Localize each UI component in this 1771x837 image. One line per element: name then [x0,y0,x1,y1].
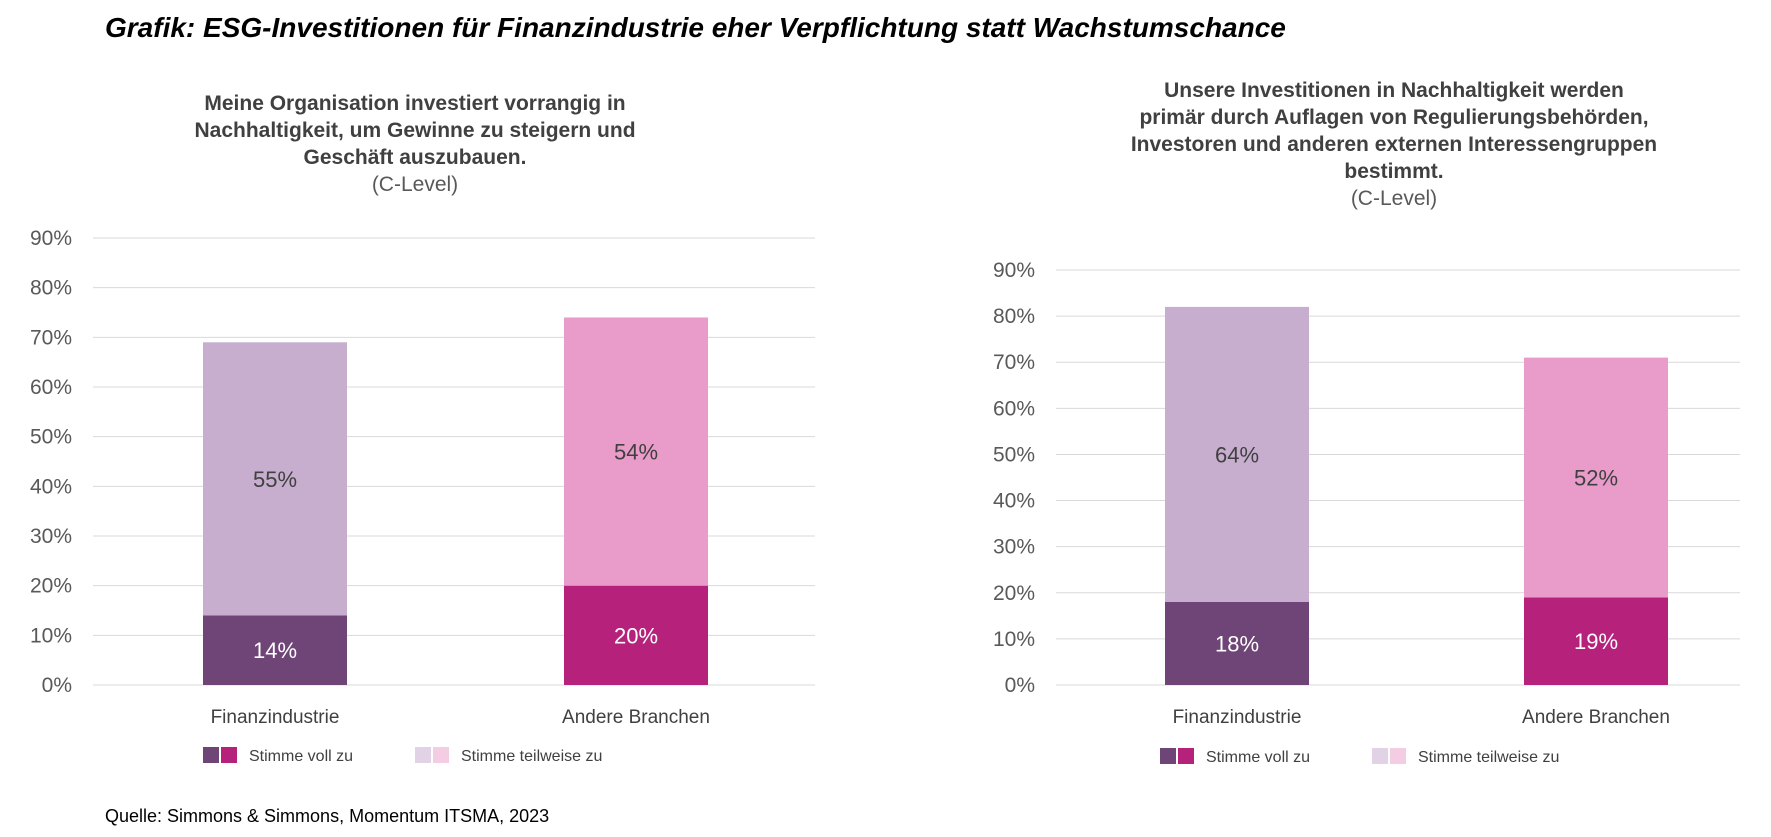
bar-segment [1165,306,1309,602]
chart-subtitle: (C-Level) [372,173,458,196]
y-tick-label: 20% [30,575,72,598]
legend-swatch [1390,748,1406,764]
bar-segment [564,585,708,685]
legend-swatch [433,747,449,763]
bar-segment [564,317,708,586]
data-label: 55% [253,467,297,492]
y-tick-label: 40% [30,475,72,498]
data-label: 52% [1574,466,1618,491]
y-tick-label: 70% [30,326,72,349]
y-tick-label: 70% [993,351,1035,374]
y-tick-label: 0% [42,674,72,697]
y-tick-label: 50% [30,426,72,449]
y-tick-label: 20% [993,582,1035,605]
legend-label: Stimme voll zu [249,748,353,765]
category-label: Finanzindustrie [211,707,340,728]
y-tick-label: 90% [30,227,72,250]
y-tick-label: 10% [993,628,1035,651]
y-tick-label: 50% [993,443,1035,466]
bar-segment [1165,602,1309,685]
y-tick-label: 30% [30,525,72,548]
data-label: 18% [1215,632,1259,657]
data-label: 64% [1215,442,1259,467]
legend-swatch [203,747,219,763]
chart-title-line: Nachhaltigkeit, um Gewinne zu steigern u… [194,119,635,142]
bar-segment [203,615,347,685]
category-label: Andere Branchen [1522,707,1670,728]
legend-swatch [221,747,237,763]
y-tick-label: 80% [993,305,1035,328]
chart-title-line: Unsere Investitionen in Nachhaltigkeit w… [1164,79,1624,102]
chart-title-line: Meine Organisation investiert vorrangig … [204,92,625,115]
chart-title-line: Investoren und anderen externen Interess… [1131,133,1657,156]
y-tick-label: 30% [993,536,1035,559]
legend-swatch [1160,748,1176,764]
y-tick-label: 60% [30,376,72,399]
data-label: 14% [253,638,297,663]
y-tick-label: 80% [30,277,72,300]
chart-right: Unsere Investitionen in Nachhaltigkeit w… [993,79,1740,766]
legend-swatch [415,747,431,763]
chart-title-line: bestimmt. [1344,160,1443,183]
y-tick-label: 40% [993,490,1035,513]
bar-segment [1524,597,1668,685]
chart-subtitle: (C-Level) [1351,187,1437,210]
category-label: Finanzindustrie [1173,707,1302,728]
legend-swatch [1372,748,1388,764]
category-label: Andere Branchen [562,707,710,728]
legend-label: Stimme teilweise zu [1418,749,1559,766]
y-tick-label: 90% [993,259,1035,282]
chart-title-line: Geschäft auszubauen. [304,146,527,169]
chart-left: Meine Organisation investiert vorrangig … [30,92,815,765]
source-note: Quelle: Simmons & Simmons, Momentum ITSM… [105,806,550,826]
y-tick-label: 10% [30,624,72,647]
bar-segment [1524,357,1668,598]
data-label: 54% [614,440,658,465]
main-title: Grafik: ESG-Investitionen für Finanzindu… [105,12,1286,43]
legend-label: Stimme voll zu [1206,749,1310,766]
y-tick-label: 60% [993,397,1035,420]
bar-segment [203,342,347,616]
legend-label: Stimme teilweise zu [461,748,602,765]
y-tick-label: 0% [1005,674,1035,697]
legend-swatch [1178,748,1194,764]
data-label: 19% [1574,629,1618,654]
chart-title-line: primär durch Auflagen von Regulierungsbe… [1139,106,1648,129]
data-label: 20% [614,623,658,648]
